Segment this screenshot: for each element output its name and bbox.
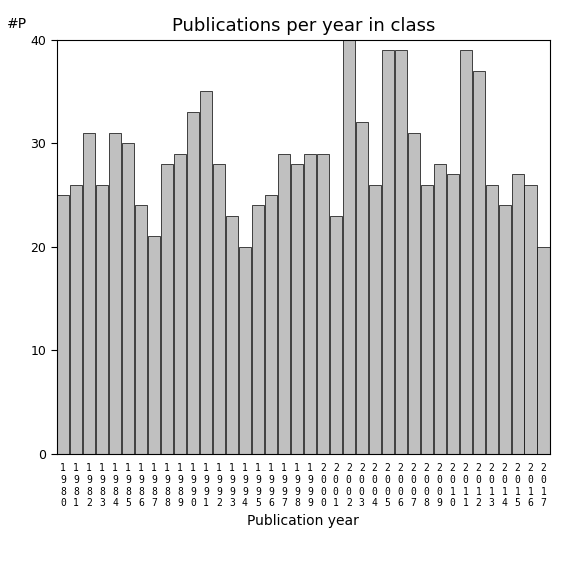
- Bar: [213, 164, 225, 454]
- X-axis label: Publication year: Publication year: [247, 514, 359, 528]
- Title: Publications per year in class: Publications per year in class: [172, 18, 435, 35]
- Bar: [278, 154, 290, 454]
- Bar: [70, 184, 82, 454]
- Bar: [524, 184, 536, 454]
- Bar: [174, 154, 186, 454]
- Bar: [434, 164, 446, 454]
- Bar: [57, 195, 69, 454]
- Bar: [161, 164, 173, 454]
- Bar: [122, 143, 134, 454]
- Bar: [369, 184, 381, 454]
- Bar: [421, 184, 433, 454]
- Bar: [148, 236, 160, 454]
- Bar: [342, 40, 355, 454]
- Bar: [96, 184, 108, 454]
- Bar: [447, 174, 459, 454]
- Y-axis label: #P: #P: [7, 18, 27, 31]
- Bar: [265, 195, 277, 454]
- Bar: [408, 133, 420, 454]
- Bar: [472, 71, 485, 454]
- Bar: [83, 133, 95, 454]
- Bar: [356, 122, 368, 454]
- Bar: [200, 91, 212, 454]
- Bar: [252, 205, 264, 454]
- Bar: [239, 247, 251, 454]
- Bar: [511, 174, 523, 454]
- Bar: [135, 205, 147, 454]
- Bar: [226, 215, 238, 454]
- Bar: [460, 50, 472, 454]
- Bar: [395, 50, 407, 454]
- Bar: [538, 247, 549, 454]
- Bar: [291, 164, 303, 454]
- Bar: [382, 50, 393, 454]
- Bar: [304, 154, 316, 454]
- Bar: [187, 112, 199, 454]
- Bar: [109, 133, 121, 454]
- Bar: [317, 154, 329, 454]
- Bar: [330, 215, 342, 454]
- Bar: [498, 205, 511, 454]
- Bar: [485, 184, 498, 454]
